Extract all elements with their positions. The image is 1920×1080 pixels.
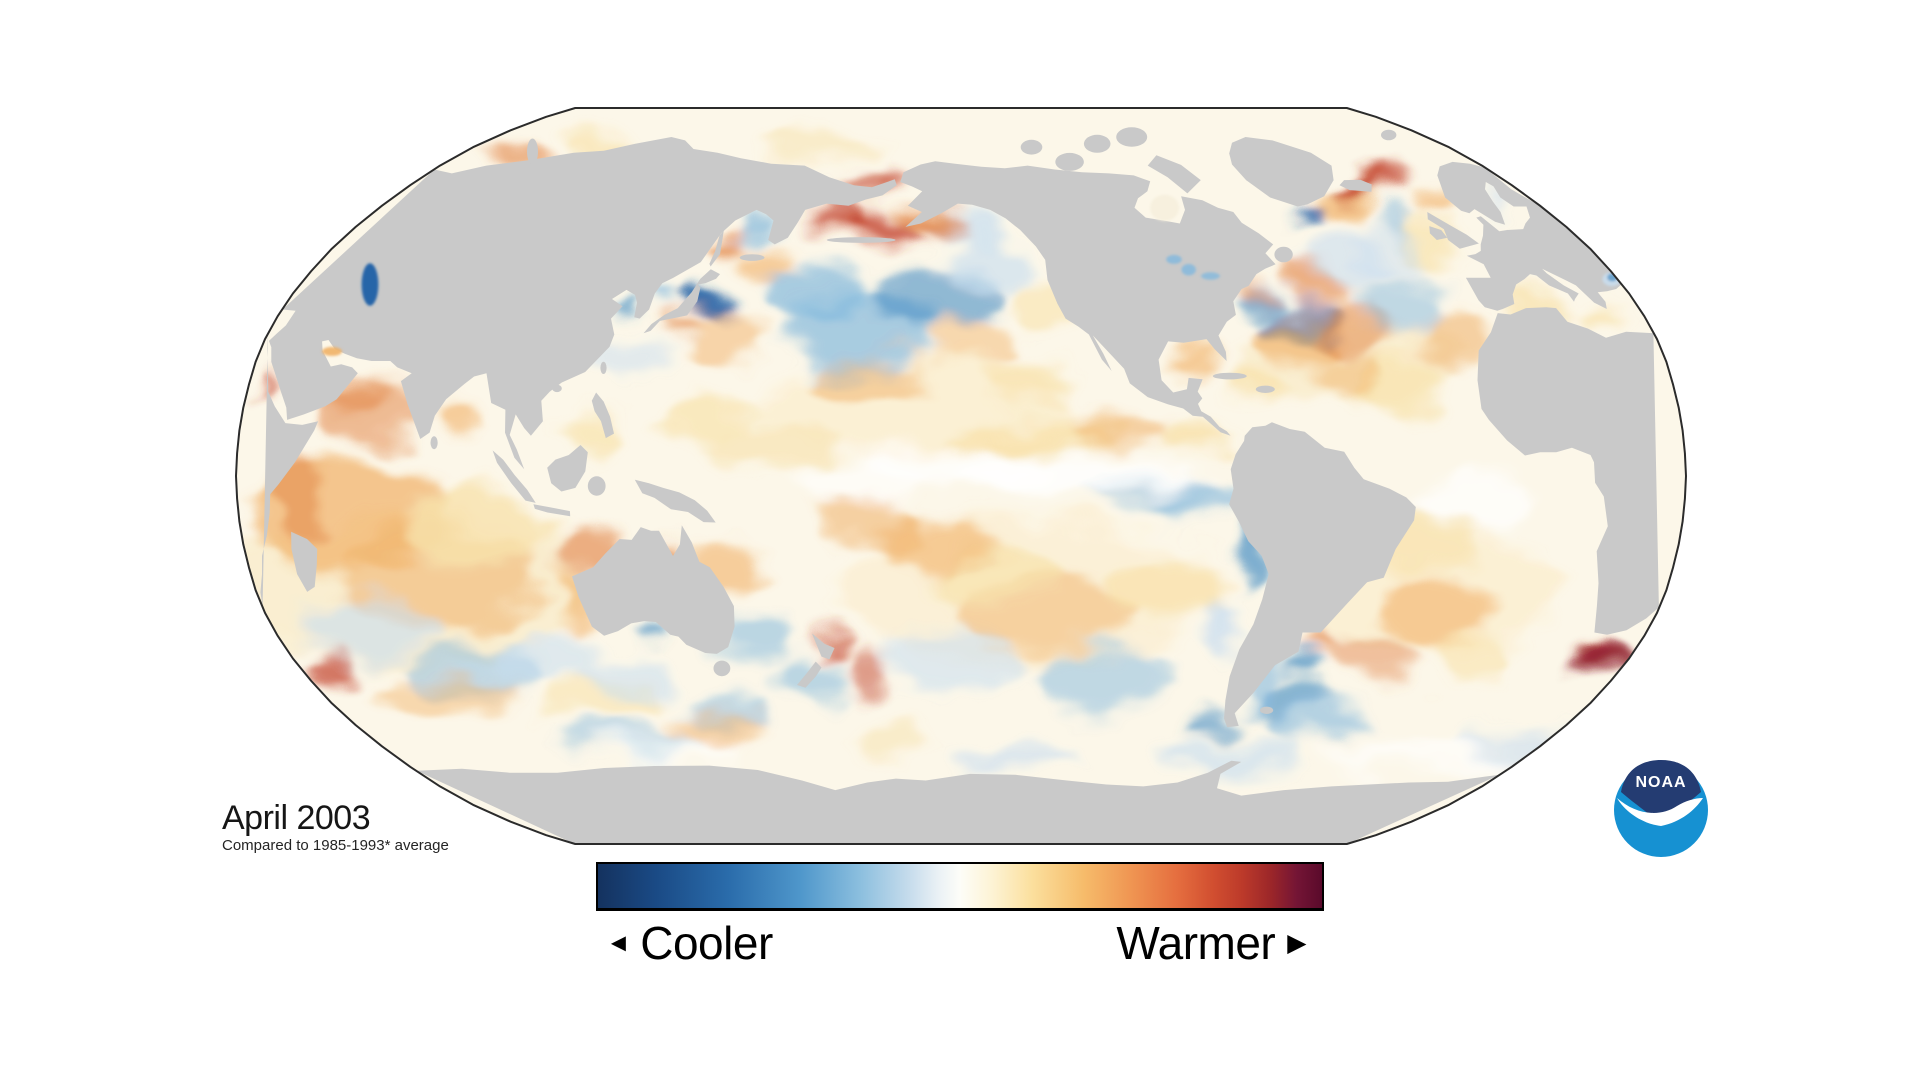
cooler-label-group: ◄ Cooler [596,916,773,970]
title-block: April 2003 Compared to 1985-1993* averag… [222,800,449,854]
date-label: April 2003 [222,799,371,837]
colorbar-labels: ◄ Cooler Warmer ▶ [596,916,1324,970]
warmer-label: Warmer [1116,917,1276,969]
right-arrow-icon: ▶ [1287,929,1306,957]
left-arrow-icon: ◄ [606,929,631,957]
noaa-logo: NOAA [1609,754,1713,858]
noaa-logo-text: NOAA [1635,774,1686,791]
noaa-logo-gull-icon [1617,798,1703,826]
subtitle: Compared to 1985-1993* average [222,837,449,854]
warmer-label-group: Warmer ▶ [1116,916,1324,970]
cooler-label: Cooler [640,917,773,969]
colorbar [596,862,1324,911]
